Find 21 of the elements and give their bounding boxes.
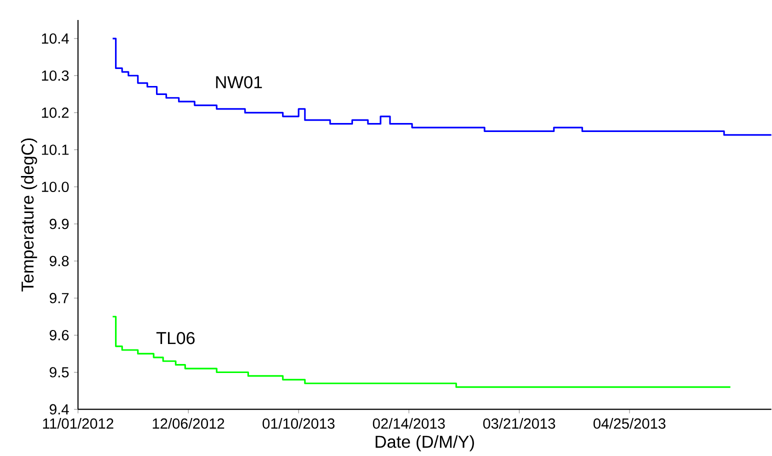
series-label: TL06: [156, 332, 195, 344]
x-tick-label: 01/10/2013: [262, 418, 335, 429]
series-label: NW01: [216, 76, 262, 88]
x-tick-label: 02/14/2013: [372, 418, 445, 429]
y-tick-label: 10.2: [42, 108, 69, 118]
y-axis-title: Temperature (degC): [20, 138, 38, 292]
y-tick-label: 9.9: [50, 218, 69, 230]
x-tick-label: 03/21/2013: [483, 418, 556, 429]
y-tick-label: 9.4: [50, 404, 69, 415]
x-tick-label: 11/01/2012: [43, 418, 114, 429]
x-axis-title: Date (D/M/Y): [376, 435, 474, 452]
y-tick-label: 9.5: [50, 367, 69, 378]
y-tick-label: 10.4: [42, 33, 69, 44]
x-tick-label: 04/25/2013: [594, 418, 666, 429]
x-tick-label: 12/06/2012: [152, 418, 224, 429]
y-tick-label: 9.6: [50, 330, 69, 340]
y-tick-label: 9.8: [50, 256, 69, 266]
y-tick-label: 10.0: [42, 182, 69, 192]
y-tick-label: 9.7: [50, 292, 69, 304]
y-tick-label: 10.3: [42, 70, 69, 81]
y-tick-label: 10.1: [42, 144, 69, 155]
